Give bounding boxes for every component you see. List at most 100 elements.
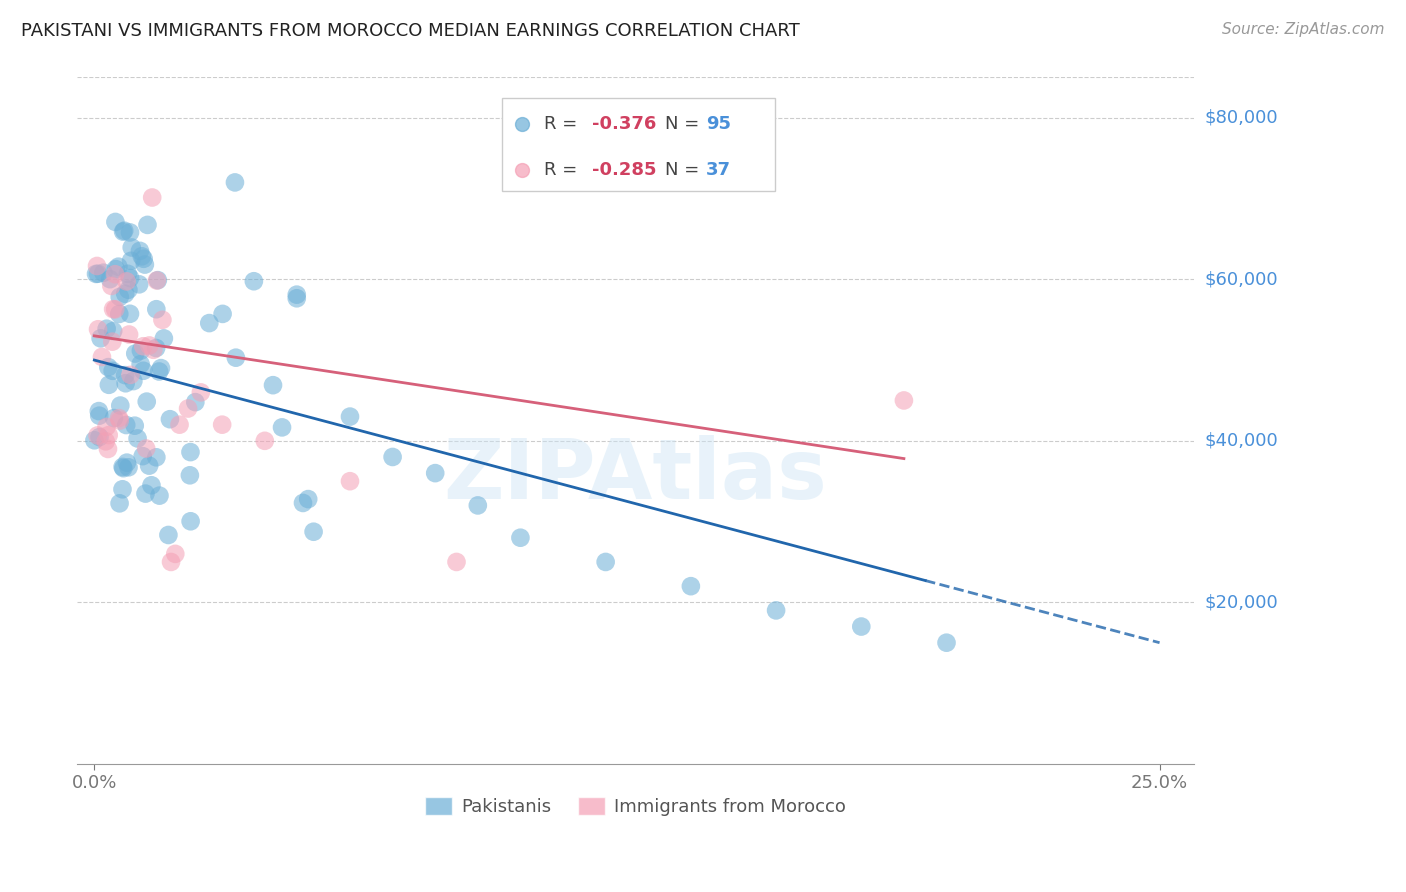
Point <box>893 393 915 408</box>
Point <box>91 350 114 364</box>
Point <box>157 528 180 542</box>
Point <box>595 555 617 569</box>
Point <box>138 338 160 352</box>
Text: 37: 37 <box>706 161 731 179</box>
Point <box>160 555 183 569</box>
Point <box>253 434 276 448</box>
Point <box>339 474 361 488</box>
Point <box>103 411 125 425</box>
Point <box>291 496 314 510</box>
Point <box>198 316 221 330</box>
Point <box>83 434 105 448</box>
Text: $80,000: $80,000 <box>1205 109 1278 127</box>
Point <box>224 176 246 190</box>
Point <box>765 603 787 617</box>
Point <box>87 322 110 336</box>
Point <box>425 466 447 480</box>
Point <box>111 459 134 474</box>
Point <box>297 492 319 507</box>
Point <box>120 368 142 382</box>
Point <box>285 287 308 301</box>
Point <box>177 401 200 416</box>
Text: ZIPAtlas: ZIPAtlas <box>443 435 827 516</box>
Point <box>211 417 233 432</box>
Point <box>128 277 150 292</box>
Point <box>148 364 170 378</box>
Point <box>87 267 110 281</box>
Point <box>108 307 131 321</box>
Point <box>339 409 361 424</box>
Point <box>118 327 141 342</box>
Text: N =: N = <box>665 115 704 133</box>
Point <box>104 262 127 277</box>
Point <box>98 272 121 286</box>
Point <box>159 412 181 426</box>
Point <box>108 290 131 304</box>
Point <box>134 486 156 500</box>
Point <box>87 404 110 418</box>
Point <box>101 364 124 378</box>
Point <box>115 456 138 470</box>
Point <box>104 215 127 229</box>
Point <box>115 274 138 288</box>
Point <box>97 360 120 375</box>
Point <box>132 339 155 353</box>
Point <box>145 341 167 355</box>
Point <box>115 417 138 432</box>
Point <box>124 418 146 433</box>
Point <box>179 468 201 483</box>
Point <box>118 226 141 240</box>
Point <box>935 636 957 650</box>
Text: -0.376: -0.376 <box>592 115 657 133</box>
Point <box>146 273 169 287</box>
Text: $40,000: $40,000 <box>1205 432 1278 450</box>
Point <box>97 428 120 442</box>
Point <box>117 460 139 475</box>
Point <box>132 252 155 266</box>
Text: R =: R = <box>544 115 583 133</box>
Point <box>111 483 134 497</box>
Point <box>184 395 207 409</box>
Point <box>89 430 111 444</box>
Point <box>381 450 404 464</box>
Point <box>131 249 153 263</box>
Text: -0.285: -0.285 <box>592 161 657 179</box>
Point <box>446 555 468 569</box>
Point <box>112 461 135 475</box>
Point <box>467 499 489 513</box>
Point <box>108 411 131 425</box>
Point <box>101 334 124 349</box>
Point <box>97 377 120 392</box>
Text: Source: ZipAtlas.com: Source: ZipAtlas.com <box>1222 22 1385 37</box>
Point <box>93 266 115 280</box>
Point <box>89 409 111 423</box>
Point <box>180 514 202 528</box>
Point <box>169 417 191 432</box>
Point <box>86 259 108 273</box>
Point <box>153 331 176 345</box>
Text: $60,000: $60,000 <box>1205 270 1278 288</box>
Point <box>129 343 152 358</box>
Point <box>117 267 139 281</box>
Point <box>100 279 122 293</box>
Point <box>211 307 233 321</box>
Point <box>243 274 266 288</box>
Point <box>117 283 139 297</box>
Point <box>129 244 152 258</box>
Point <box>131 449 153 463</box>
Point <box>135 442 157 456</box>
Point <box>84 267 107 281</box>
Point <box>112 224 135 238</box>
Point <box>127 432 149 446</box>
Text: N =: N = <box>665 161 704 179</box>
Point <box>136 218 159 232</box>
Point <box>145 450 167 465</box>
Point <box>120 253 142 268</box>
Point <box>138 458 160 473</box>
Point <box>118 307 141 321</box>
Point <box>262 378 284 392</box>
Point <box>108 413 131 427</box>
Point <box>134 258 156 272</box>
Point <box>302 524 325 539</box>
Point <box>96 322 118 336</box>
